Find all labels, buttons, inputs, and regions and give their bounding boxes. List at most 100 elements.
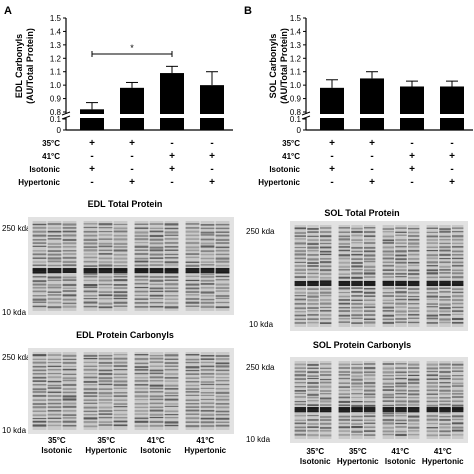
edl-ytick-label: 0.8 xyxy=(50,108,62,117)
sol-carbonyl-band xyxy=(426,370,439,373)
edl-carbonyl-band xyxy=(47,421,62,423)
edl-total-band xyxy=(83,223,98,225)
sol-total-band xyxy=(307,295,319,298)
sol-carbonyl-band xyxy=(451,393,464,395)
sol-ytick-label: 1.2 xyxy=(290,54,302,63)
edl-total-band xyxy=(134,231,149,234)
sol-total-band xyxy=(426,227,439,229)
edl-total-band xyxy=(200,242,215,245)
edl-carbonyl-band xyxy=(98,395,113,397)
sol-carbonyl-band xyxy=(382,378,395,380)
sol-carbonyl-band xyxy=(363,378,376,380)
edl-total-band xyxy=(200,275,215,278)
sol-total-strong-band xyxy=(451,281,464,286)
edl-total-band xyxy=(113,305,128,307)
edl-total-band xyxy=(62,276,77,279)
sol-carbonyl-strong-band xyxy=(451,407,464,412)
edl-total-band xyxy=(149,264,164,266)
edl-cond-label: 35°C xyxy=(42,139,60,148)
edl-carbonyl-band xyxy=(215,424,230,427)
sol-carbonyl-band xyxy=(407,386,420,388)
edl-carbonyl-band xyxy=(149,372,164,375)
edl-carbonyl-band xyxy=(215,383,230,386)
edl-total-band xyxy=(200,257,215,260)
edl-carbonyl-band xyxy=(32,420,47,423)
edl-total-band xyxy=(62,264,77,267)
edl-carbonyl-band xyxy=(134,406,149,409)
edl-carbonyl-band xyxy=(62,383,77,386)
edl-carbonyl-band xyxy=(47,402,62,405)
edl-total-band xyxy=(215,249,230,252)
sol-carbonyl-band xyxy=(363,371,376,374)
sol-total-band xyxy=(451,272,464,275)
sol-carbonyl-band xyxy=(319,419,332,421)
edl-carbonyl-band xyxy=(215,421,230,423)
edl-carbonyl-band xyxy=(83,354,98,357)
edl-carbonyl-band xyxy=(149,402,164,405)
edl-total-band xyxy=(98,253,113,255)
sol-total-band xyxy=(351,299,363,301)
sol-total-band xyxy=(307,231,319,233)
sol-carbonyl-band xyxy=(351,425,363,429)
edl-carbonyl-band xyxy=(98,383,113,386)
sol-carbonyl-lane xyxy=(307,361,319,439)
sol-total-band xyxy=(451,231,464,233)
sol-total-band xyxy=(363,295,376,297)
edl-cond-mark: - xyxy=(90,177,93,188)
sol-total-band xyxy=(319,261,332,264)
edl-carbonyl-band xyxy=(47,395,62,397)
edl-carbonyl-band xyxy=(134,354,149,356)
sol-carbonyl-band xyxy=(319,385,332,388)
edl-total-band xyxy=(164,253,179,256)
edl-carbonyl-band xyxy=(83,365,98,368)
sol-cond-label: 41°C xyxy=(282,152,300,161)
sol-total-band xyxy=(439,246,451,249)
edl-total-band xyxy=(164,257,179,259)
sol-cond-mark: - xyxy=(370,151,373,162)
edl-total-band xyxy=(113,249,128,252)
edl-total-band xyxy=(83,298,98,300)
edl-total-band xyxy=(47,286,62,289)
sol-carbonyl-band xyxy=(351,371,363,374)
sol-carbonyl-band xyxy=(338,371,351,373)
sol-total-band xyxy=(307,292,319,295)
edl-carbonyl-band xyxy=(98,424,113,426)
sol-ytick-label: 0.1 xyxy=(290,115,302,124)
edl-total-band xyxy=(185,256,200,259)
sol-total-band xyxy=(395,318,407,320)
sol-carbonyl-band xyxy=(395,433,407,437)
sol-carbonyl-band xyxy=(307,389,319,391)
sol-carbonyl-band xyxy=(426,393,439,395)
sol-total-band xyxy=(294,250,307,253)
edl-total-strong-band xyxy=(134,268,149,273)
sol-total-band xyxy=(426,322,439,324)
edl-carbonyl-band xyxy=(83,361,98,364)
sol-carbonyl-band xyxy=(407,363,420,366)
edl-cond-mark: + xyxy=(89,138,95,149)
sol-total-band xyxy=(451,299,464,302)
edl-carbonyl-band xyxy=(32,369,47,372)
sol-total-band xyxy=(407,264,420,267)
edl-total-band xyxy=(32,272,47,275)
edl-total-band xyxy=(83,260,98,263)
edl-total-band xyxy=(98,283,113,286)
edl-carbonyl-band xyxy=(215,362,230,365)
sol-total-marker-low: 10 kda xyxy=(249,320,274,329)
sol-total-strong-band xyxy=(439,281,451,286)
sol-total-band xyxy=(294,276,307,279)
sol-total-band xyxy=(294,261,307,263)
edl-carbonyl-band xyxy=(215,388,230,390)
sol-carbonyl-band xyxy=(319,429,332,432)
sol-total-band xyxy=(319,231,332,233)
sol-total-strong-band xyxy=(426,281,439,286)
edl-total-lane xyxy=(164,221,179,311)
edl-bar xyxy=(120,87,144,114)
edl-carbonyl-band xyxy=(215,417,230,420)
edl-carbonyl-band xyxy=(32,417,47,420)
edl-carbonyl-band xyxy=(98,361,113,364)
sol-carbonyl-lane xyxy=(451,361,464,439)
sol-total-band xyxy=(363,276,376,278)
edl-total-band xyxy=(113,284,128,286)
sol-total-band xyxy=(382,231,395,233)
edl-total-band xyxy=(185,223,200,225)
